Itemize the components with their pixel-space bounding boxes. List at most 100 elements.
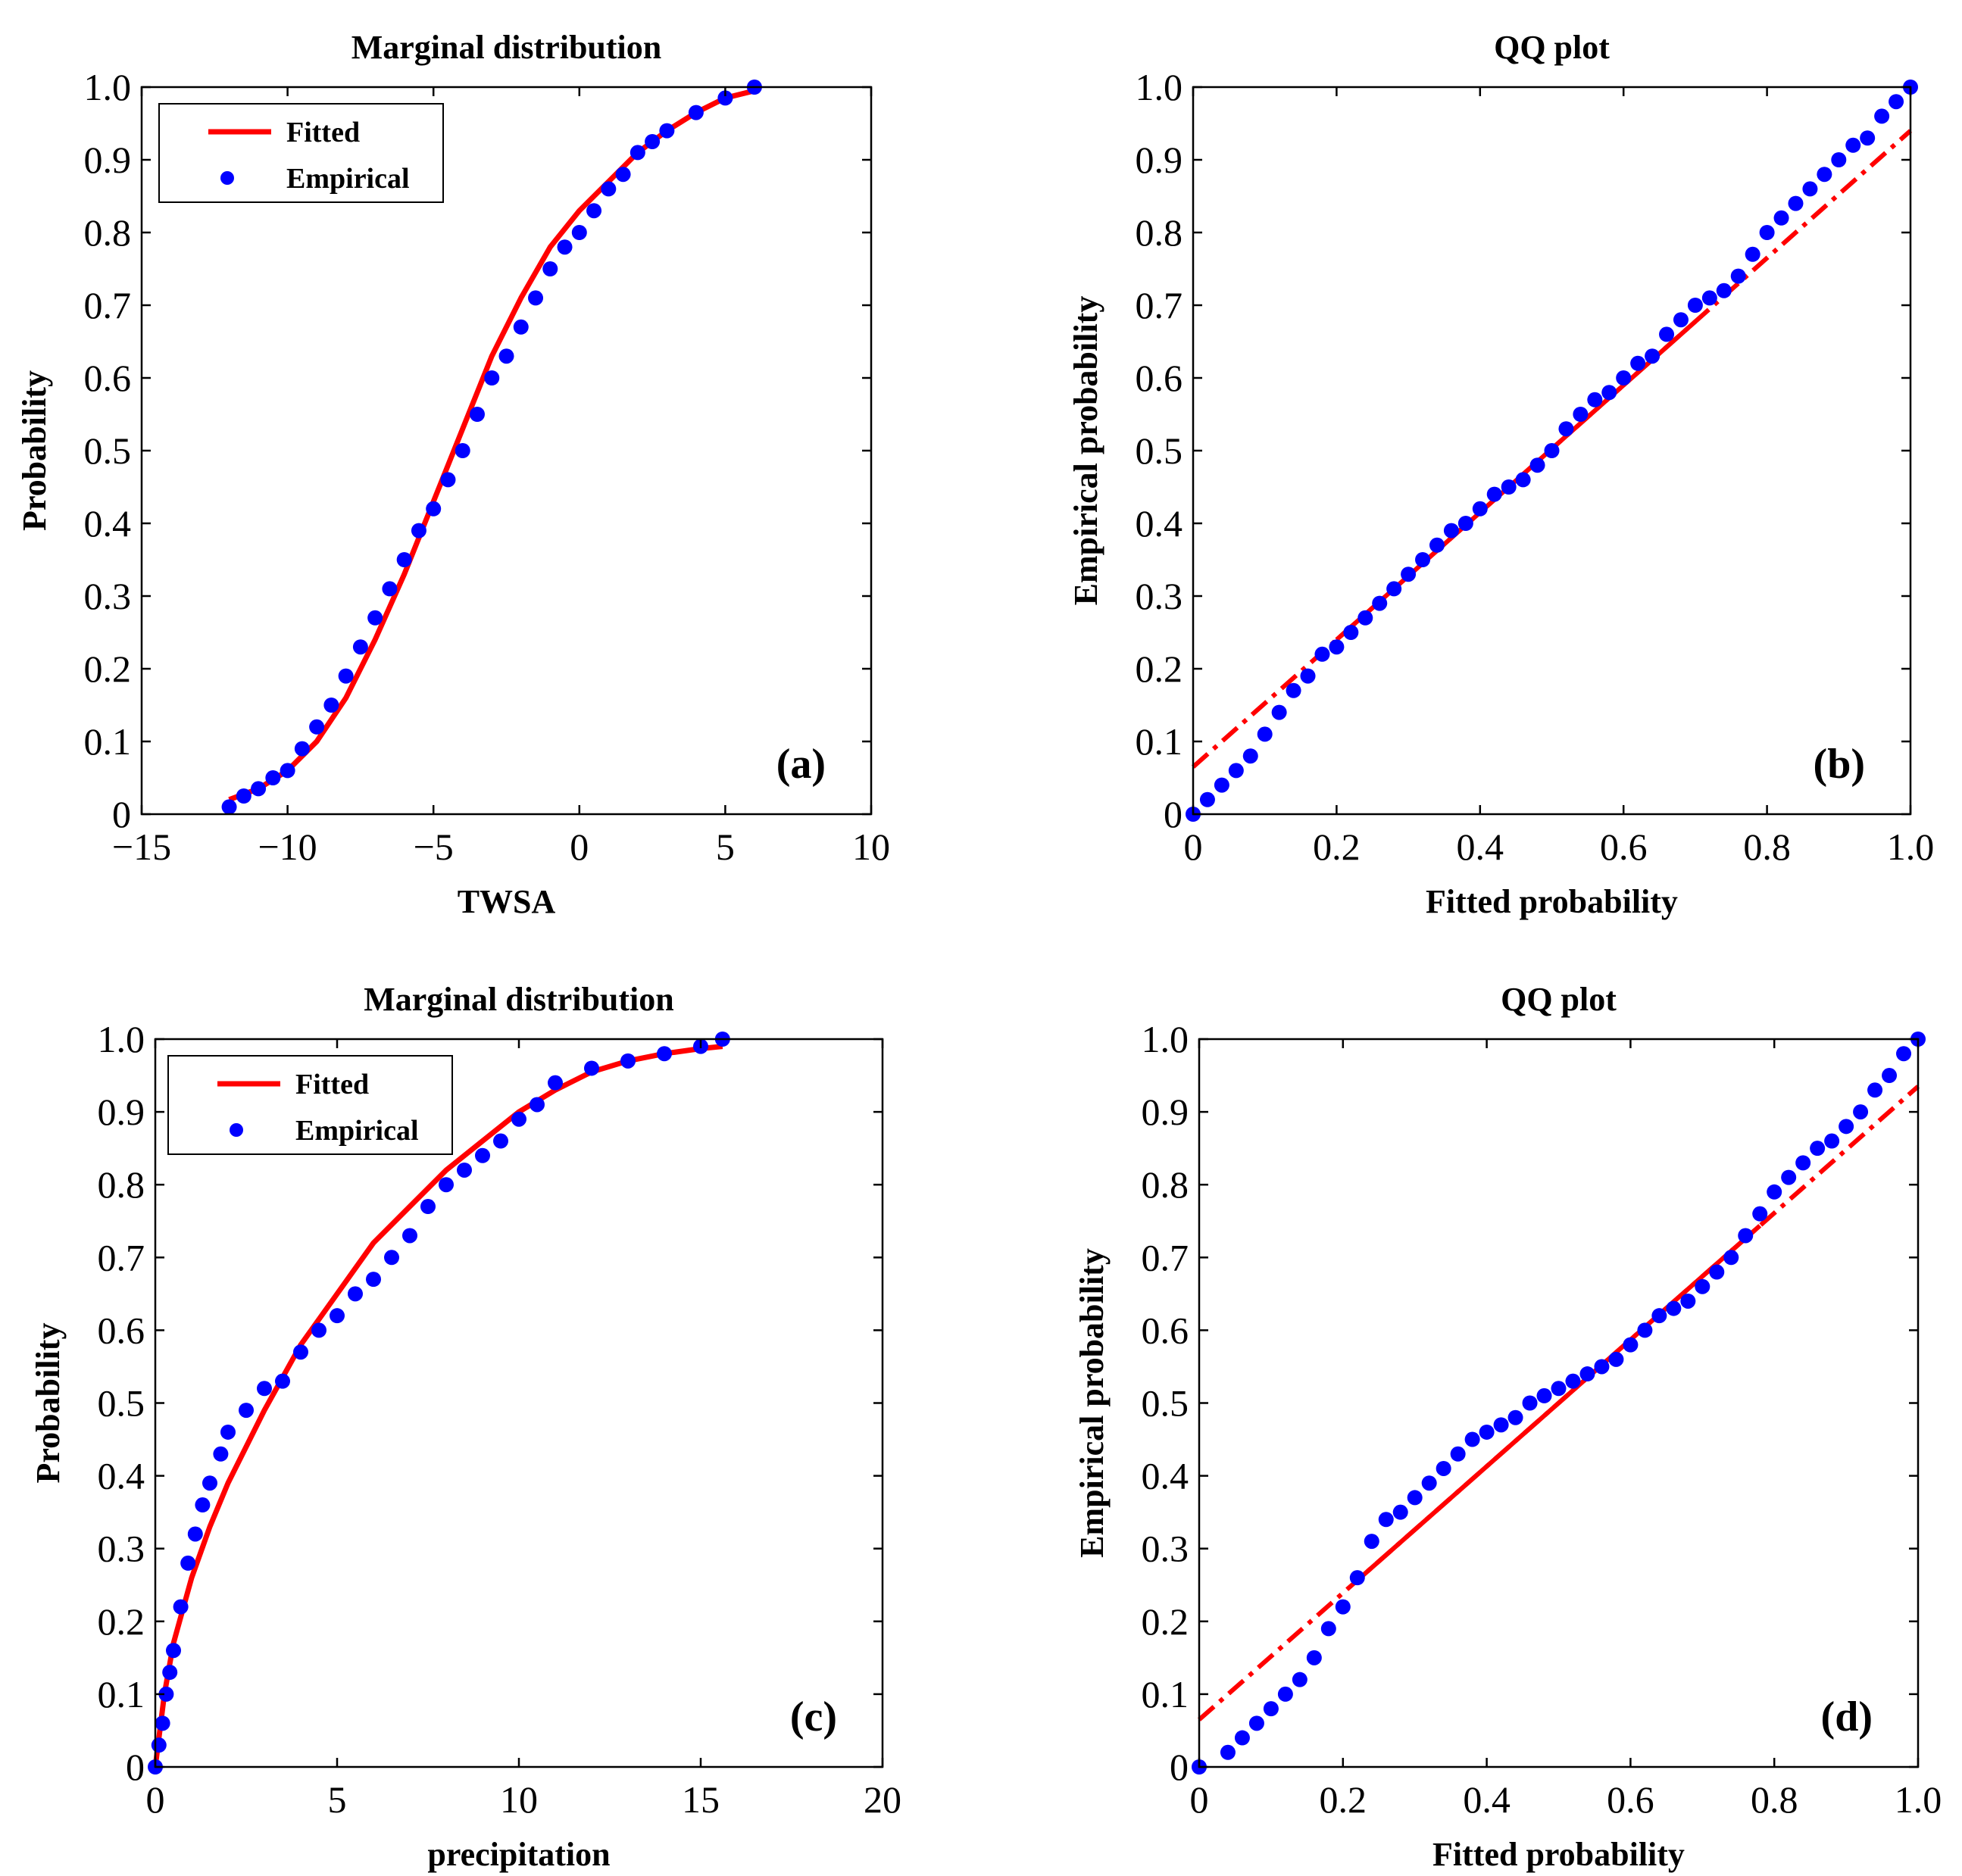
empirical-point	[1242, 748, 1258, 764]
y-tick-label: 0.3	[1142, 1528, 1189, 1570]
legend-empirical-swatch	[220, 171, 234, 185]
empirical-point	[1680, 1293, 1696, 1309]
empirical-point	[280, 763, 295, 779]
empirical-point	[1257, 726, 1273, 742]
empirical-point	[330, 1308, 345, 1324]
empirical-point	[1378, 1512, 1394, 1528]
y-tick-label: 0.1	[1136, 720, 1183, 763]
legend-fitted-label: Fitted	[286, 117, 360, 148]
y-tick-label: 0.6	[1142, 1309, 1189, 1351]
empirical-point	[1464, 1431, 1480, 1447]
y-axis-label: Probability	[16, 370, 53, 531]
empirical-point	[1601, 385, 1617, 401]
empirical-point	[1845, 137, 1861, 153]
empirical-point	[688, 105, 704, 120]
empirical-point	[1507, 1409, 1523, 1425]
empirical-point	[1457, 516, 1473, 531]
empirical-point	[309, 719, 325, 735]
empirical-point	[1831, 152, 1847, 167]
empirical-point	[1573, 407, 1589, 422]
y-tick-label: 0.3	[1136, 575, 1183, 617]
x-tick-label: 0.4	[1463, 1778, 1511, 1821]
chart-title: QQ plot	[1501, 981, 1617, 1018]
empirical-point	[265, 770, 281, 785]
y-tick-label: 0.5	[1136, 429, 1183, 472]
y-tick-label: 0.6	[84, 357, 132, 399]
empirical-point	[1896, 1046, 1912, 1062]
empirical-point	[294, 741, 310, 757]
empirical-point	[511, 1111, 526, 1127]
empirical-point	[1515, 472, 1531, 488]
panel-label: (b)	[1814, 741, 1865, 788]
empirical-point	[1415, 552, 1431, 567]
empirical-point	[1551, 1381, 1567, 1397]
empirical-point	[1386, 581, 1402, 597]
y-tick-label: 1.0	[1136, 66, 1183, 108]
empirical-point	[1716, 282, 1732, 298]
empirical-point	[1882, 1068, 1898, 1084]
empirical-point	[615, 167, 631, 183]
empirical-point	[155, 1715, 170, 1731]
y-tick-label: 0.4	[98, 1455, 145, 1497]
empirical-point	[420, 1199, 436, 1215]
empirical-point	[1824, 1133, 1840, 1149]
x-tick-label: 0.6	[1600, 826, 1648, 868]
empirical-point	[557, 239, 573, 255]
x-axis-label: TWSA	[458, 883, 556, 920]
empirical-point	[1286, 682, 1301, 698]
x-tick-label: 0	[1190, 1778, 1209, 1821]
empirical-point	[1486, 486, 1502, 502]
panel-b: QQ plot Fitted probability Empirical proba…	[1067, 29, 1934, 920]
y-tick-label: 0	[112, 793, 131, 835]
empirical-point	[1329, 639, 1345, 655]
empirical-point	[1199, 791, 1215, 807]
empirical-point	[1271, 704, 1287, 720]
y-tick-label: 0.9	[98, 1091, 145, 1133]
empirical-point	[630, 145, 645, 161]
empirical-point	[1579, 1366, 1595, 1382]
empirical-point	[542, 261, 558, 276]
empirical-point	[620, 1053, 636, 1069]
empirical-point	[236, 788, 251, 804]
empirical-point	[1306, 1650, 1322, 1665]
empirical-point	[162, 1665, 178, 1681]
empirical-point	[1493, 1417, 1509, 1433]
empirical-point	[173, 1599, 189, 1615]
y-tick-label: 0.1	[98, 1673, 145, 1715]
y-tick-label: 0.5	[1142, 1382, 1189, 1425]
empirical-point	[440, 472, 456, 488]
chart-title: QQ plot	[1494, 29, 1610, 66]
empirical-point	[1788, 195, 1804, 211]
empirical-point	[293, 1344, 308, 1360]
y-tick-label: 0.8	[84, 211, 132, 254]
y-axis-label: Probability	[30, 1323, 67, 1484]
empirical-point	[657, 1046, 672, 1062]
empirical-point	[275, 1373, 290, 1389]
empirical-point	[1767, 1184, 1782, 1200]
qq-reference-line-solid	[1355, 1224, 1762, 1582]
y-tick-label: 0.2	[1142, 1600, 1189, 1643]
empirical-point	[1802, 181, 1818, 197]
empirical-point	[1314, 646, 1330, 662]
empirical-point	[1335, 1599, 1351, 1615]
x-tick-label: 0.8	[1743, 826, 1791, 868]
empirical-point	[257, 1381, 272, 1397]
empirical-point	[1407, 1490, 1423, 1506]
empirical-point	[1795, 1155, 1811, 1171]
empirical-point	[1730, 268, 1746, 284]
empirical-point	[1565, 1373, 1581, 1389]
y-tick-label: 0.7	[1142, 1236, 1189, 1278]
y-tick-label: 0	[126, 1746, 145, 1788]
empirical-point	[1228, 763, 1244, 779]
empirical-point	[187, 1526, 203, 1542]
empirical-point	[586, 203, 602, 219]
empirical-point	[1436, 1460, 1451, 1476]
empirical-point	[1709, 1264, 1725, 1280]
y-tick-label: 0.1	[84, 720, 132, 763]
empirical-point	[311, 1322, 326, 1338]
empirical-point	[1343, 625, 1359, 640]
empirical-point	[1616, 370, 1632, 386]
empirical-point	[366, 1272, 381, 1288]
empirical-point	[548, 1075, 563, 1091]
legend-empirical-swatch	[230, 1123, 243, 1137]
